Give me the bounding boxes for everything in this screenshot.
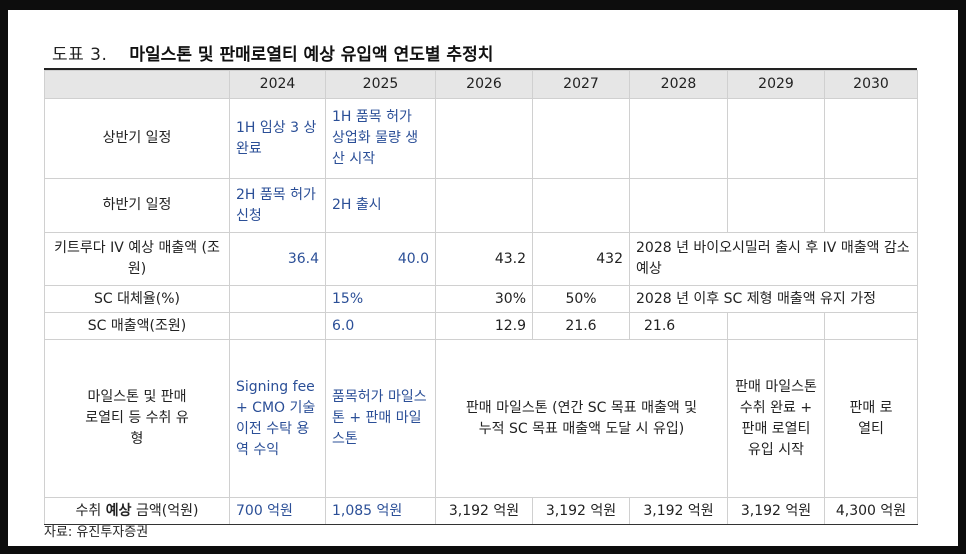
cell <box>229 285 326 313</box>
cell: 50% <box>532 285 630 313</box>
cell: 700 억원 <box>229 497 326 525</box>
cell: 1H 품목 허가 상업화 물량 생산 시작 <box>325 98 436 179</box>
cell <box>435 98 533 179</box>
cell: 30% <box>435 285 533 313</box>
row-label: SC 매출액(조원) <box>44 312 230 340</box>
cell: 36.4 <box>229 232 326 286</box>
row-label: 하반기 일정 <box>44 178 230 233</box>
header-year: 2028 <box>629 70 728 99</box>
row-label: SC 대체율(%) <box>44 285 230 313</box>
cell: 품목허가 마일스톤 + 판매 마일스톤 <box>325 339 436 498</box>
cell: 판매 마일스톤 수취 완료 + 판매 로열티 유입 시작 <box>727 339 825 498</box>
header-year: 2027 <box>532 70 630 99</box>
report-sheet: 도표 3. 마일스톤 및 판매로열티 예상 유입액 연도별 추정치 2024 2… <box>8 10 958 546</box>
title-rule <box>44 68 917 70</box>
header-year: 2025 <box>325 70 436 99</box>
row-label: 마일스톤 및 판매로열티 등 수취 유형 <box>44 339 230 498</box>
table-row: 상반기 일정 1H 임상 3 상 완료 1H 품목 허가 상업화 물량 생산 시… <box>44 98 918 179</box>
cell <box>824 178 918 233</box>
cell: Signing fee + CMO 기술이전 수탁 용역 수익 <box>229 339 326 498</box>
header-year: 2026 <box>435 70 533 99</box>
header-year: 2024 <box>229 70 326 99</box>
cell <box>532 98 630 179</box>
cell: 2H 품목 허가 신청 <box>229 178 326 233</box>
cell <box>435 178 533 233</box>
table-row: 수취 예상 금액(억원) 700 억원 1,085 억원 3,192 억원 3,… <box>44 497 918 525</box>
cell <box>532 178 630 233</box>
cell: 1H 임상 3 상 완료 <box>229 98 326 179</box>
source-note: 자료: 유진투자증권 <box>44 525 149 540</box>
cell: 12.9 <box>435 312 533 340</box>
label-bold: 예상 <box>105 502 132 519</box>
cell <box>229 312 326 340</box>
header-year: 2029 <box>727 70 825 99</box>
cell: 3,192 억원 <box>629 497 728 525</box>
cell <box>727 98 825 179</box>
table-row: SC 매출액(조원) 6.0 12.9 21.6 21.6 <box>44 312 918 340</box>
label-suffix: 금액(억원) <box>131 502 199 519</box>
cell: 21.6 <box>629 312 728 340</box>
cell: 43.2 <box>435 232 533 286</box>
cell: 40.0 <box>325 232 436 286</box>
note-cell: 2028 년 이후 SC 제형 매출액 유지 가정 <box>629 285 918 313</box>
cell <box>629 98 728 179</box>
cell: 2H 출시 <box>325 178 436 233</box>
cell <box>727 178 825 233</box>
table-title: 도표 3. 마일스톤 및 판매로열티 예상 유입액 연도별 추정치 <box>52 40 493 66</box>
header-corner <box>44 70 230 99</box>
cell <box>824 312 918 340</box>
title-text: 마일스톤 및 판매로열티 예상 유입액 연도별 추정치 <box>129 45 494 65</box>
cell: 1,085 억원 <box>325 497 436 525</box>
label-prefix: 수취 <box>75 502 106 519</box>
row-label: 상반기 일정 <box>44 98 230 179</box>
merged-cell: 판매 마일스톤 (연간 SC 목표 매출액 및 누적 SC 목표 매출액 도달 … <box>435 339 728 498</box>
note-cell: 2028 년 바이오시밀러 출시 후 IV 매출액 감소 예상 <box>629 232 918 286</box>
cell: 판매 로열티 <box>824 339 918 498</box>
cell: 21.6 <box>532 312 630 340</box>
cell: 15% <box>325 285 436 313</box>
cell <box>824 98 918 179</box>
estimate-table: 2024 2025 2026 2027 2028 2029 2030 상반기 일… <box>44 70 918 525</box>
cell: 4,300 억원 <box>824 497 918 525</box>
table-row: 키트루다 IV 예상 매출액 (조원) 36.4 40.0 43.2 432 2… <box>44 232 918 286</box>
cell: 6.0 <box>325 312 436 340</box>
table-row: SC 대체율(%) 15% 30% 50% 2028 년 이후 SC 제형 매출… <box>44 285 918 313</box>
table-row: 마일스톤 및 판매로열티 등 수취 유형 Signing fee + CMO 기… <box>44 339 918 498</box>
table-row: 하반기 일정 2H 품목 허가 신청 2H 출시 <box>44 178 918 233</box>
cell <box>629 178 728 233</box>
header-year: 2030 <box>824 70 918 99</box>
cell: 3,192 억원 <box>435 497 533 525</box>
cell: 3,192 억원 <box>532 497 630 525</box>
row-label: 키트루다 IV 예상 매출액 (조원) <box>44 232 230 286</box>
cell: 432 <box>532 232 630 286</box>
header-row: 2024 2025 2026 2027 2028 2029 2030 <box>44 70 918 99</box>
figure-number: 도표 3. <box>52 45 108 65</box>
cell: 3,192 억원 <box>727 497 825 525</box>
cell <box>727 312 825 340</box>
row-label: 수취 예상 금액(억원) <box>44 497 230 525</box>
